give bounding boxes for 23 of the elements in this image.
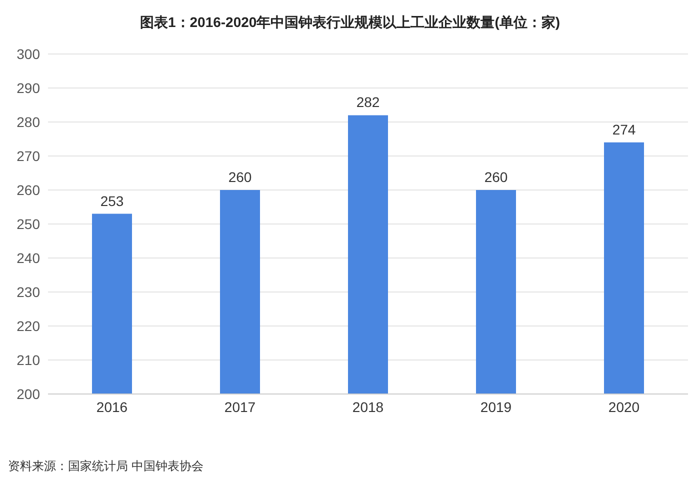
- y-tick-label: 290: [16, 80, 40, 96]
- data-label: 253: [100, 192, 124, 209]
- data-label: 282: [356, 94, 380, 110]
- y-tick-label: 230: [16, 284, 40, 300]
- data-label: 260: [484, 169, 508, 185]
- x-tick-label: 2017: [224, 398, 256, 415]
- y-tick-label: 220: [16, 318, 40, 334]
- x-tick-label: 2019: [480, 398, 512, 415]
- y-tick-label: 280: [16, 114, 40, 130]
- text: 资料来源：国家统计局 中国钟表协会: [8, 458, 204, 475]
- y-tick-label: 260: [16, 182, 40, 198]
- x-tick-label: 2018: [352, 398, 384, 415]
- chart-title: 图表1：2016-2020年中国钟表行业规模以上工业企业数量(单位：家): [138, 13, 562, 32]
- x-tick-label: 2020: [608, 398, 640, 415]
- data-label: 274: [612, 121, 636, 138]
- x-tick-label: 2016: [96, 398, 128, 415]
- y-tick-label: 250: [16, 216, 40, 232]
- y-tick-label: 210: [16, 352, 40, 368]
- y-tick-label: 240: [16, 250, 40, 266]
- y-tick-label: 300: [16, 46, 40, 62]
- y-tick-label: 200: [16, 386, 40, 402]
- data-label: 260: [228, 169, 252, 185]
- y-tick-label: 270: [16, 148, 40, 164]
